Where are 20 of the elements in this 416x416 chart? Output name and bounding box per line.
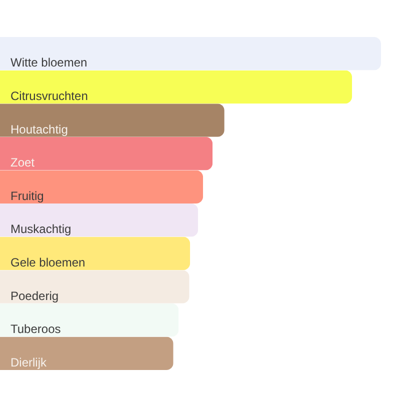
y-tick-label: Zoet <box>10 156 36 170</box>
y-tick-label: Fruitig <box>10 188 44 203</box>
y-tick-label: Tuberoos <box>10 322 61 336</box>
y-tick-label: Poederig <box>10 288 59 303</box>
y-tick-label: Dierlijk <box>10 355 48 370</box>
bar <box>0 170 204 204</box>
y-tick-label: Houtachtig <box>10 122 68 136</box>
y-tick-label: Citrusvruchten <box>10 88 88 103</box>
bar <box>0 236 190 270</box>
y-tick-label: Gele bloemen <box>10 255 86 270</box>
bar <box>0 70 352 104</box>
bar <box>0 104 224 137</box>
bar <box>0 136 213 170</box>
bar <box>0 270 190 304</box>
bar <box>0 336 174 370</box>
y-tick-label: Witte bloemen <box>10 56 88 70</box>
y-tick-label: Muskachtig <box>10 222 72 236</box>
bar <box>0 37 381 70</box>
bar <box>0 204 198 237</box>
bar <box>0 303 179 337</box>
